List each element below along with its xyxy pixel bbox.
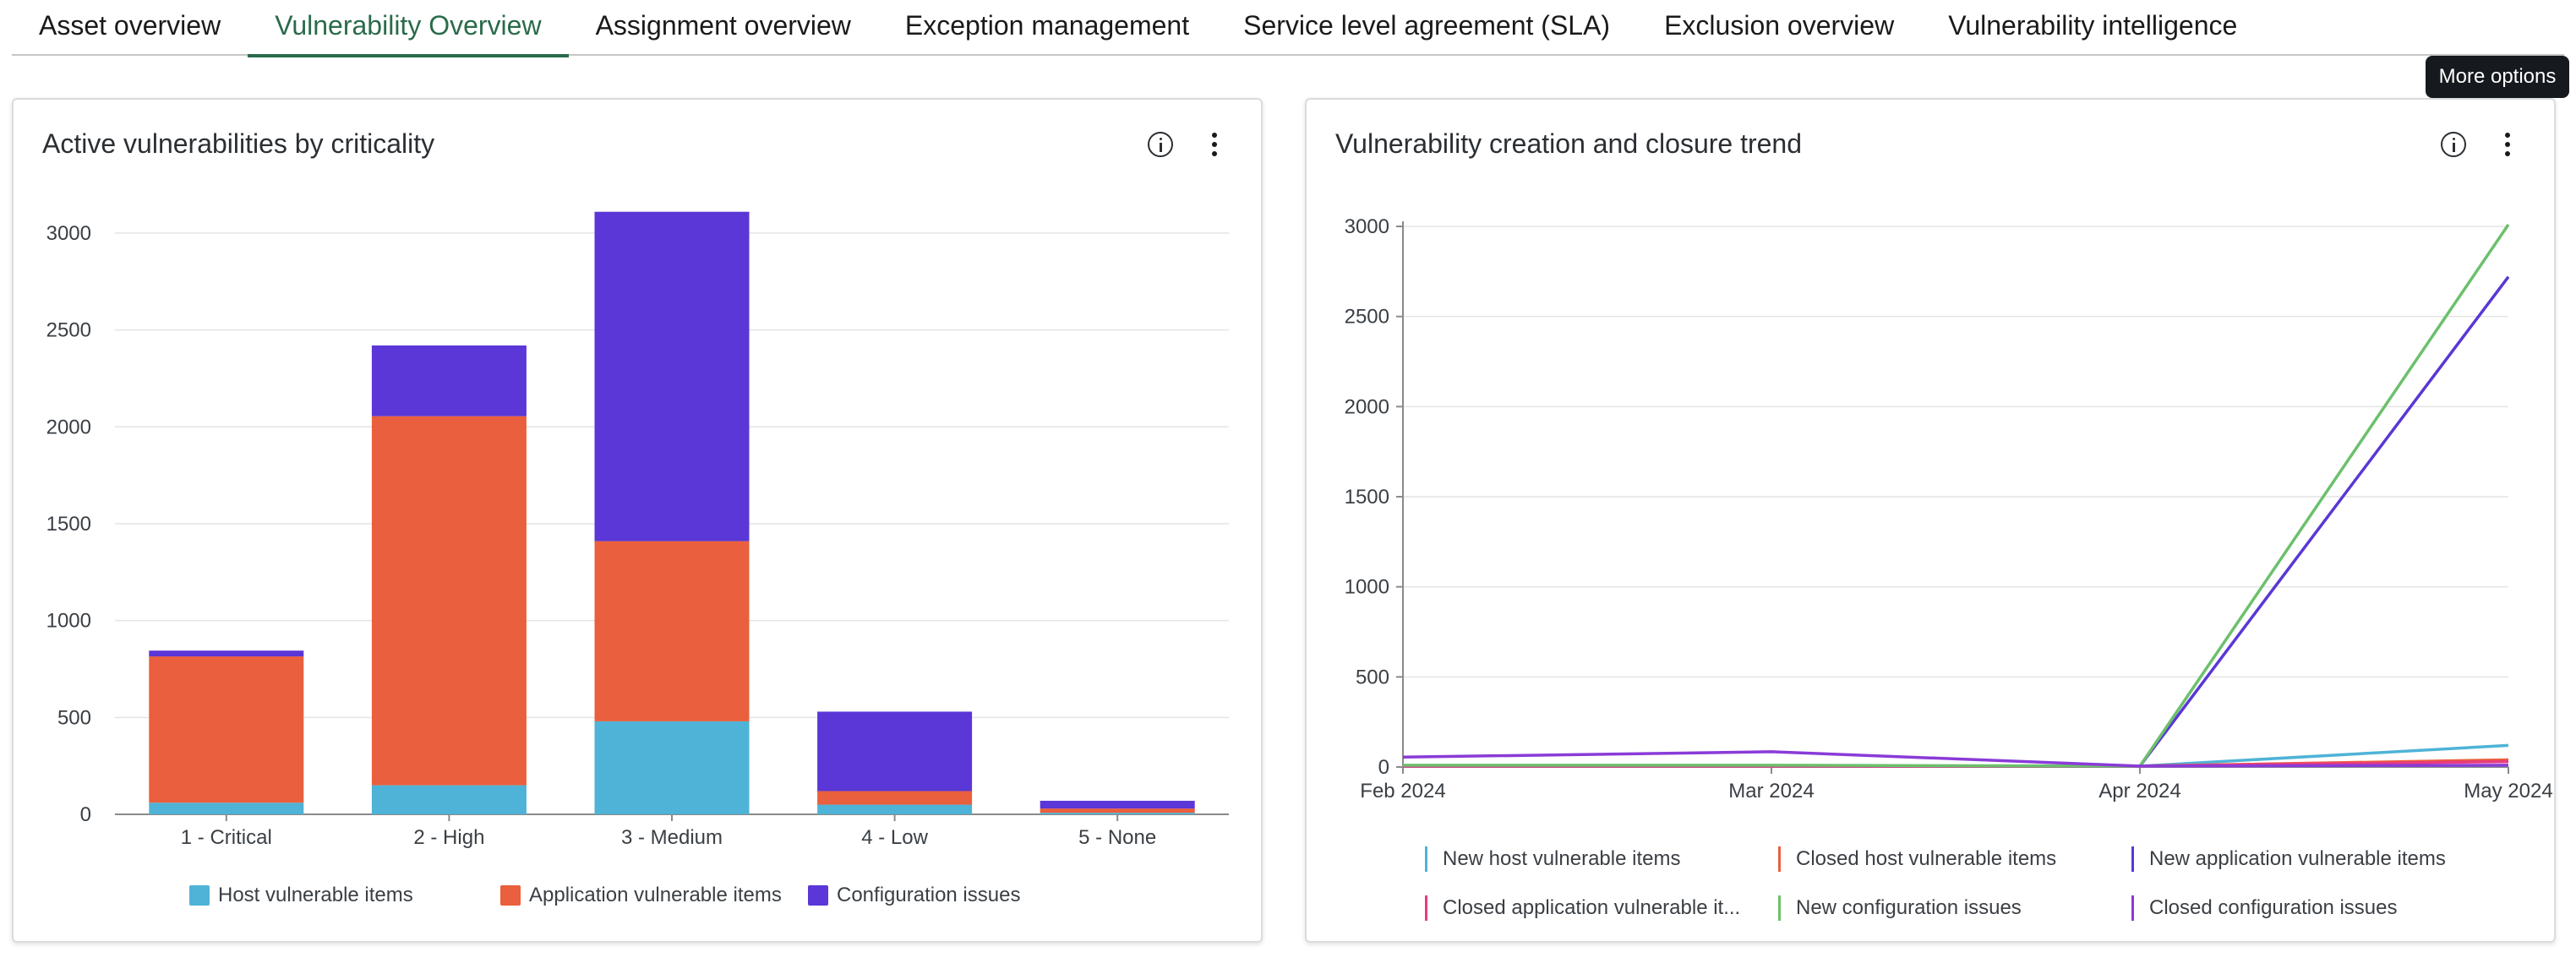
legend-item[interactable]: Host vulnerable items bbox=[189, 884, 413, 907]
legend-swatch bbox=[1425, 846, 1427, 872]
y-tick-label: 500 bbox=[1356, 666, 1389, 688]
tab-service-level-agreement[interactable]: Service level agreement (SLA) bbox=[1243, 10, 1611, 41]
trend-line-chart: 0 500 1000 1500 2000 2500 3000 Feb 2024 Mar 2024… bbox=[1345, 215, 2553, 802]
y-tick-label: 1000 bbox=[1345, 576, 1389, 599]
x-tick-label: 1 - Critical bbox=[181, 826, 272, 849]
legend-label: Host vulnerable items bbox=[218, 884, 413, 906]
legend-label: New host vulnerable items bbox=[1443, 847, 1681, 870]
series-line bbox=[1403, 275, 2510, 768]
bar-segment bbox=[149, 802, 304, 814]
series-line bbox=[1402, 750, 2509, 768]
legend-label: New application vulnerable items bbox=[2149, 847, 2446, 870]
legend-item[interactable]: Closed host vulnerable items bbox=[1778, 846, 2056, 872]
bar-segment bbox=[594, 541, 750, 721]
y-tick-label: 3000 bbox=[1345, 215, 1389, 238]
y-tick-label: 0 bbox=[80, 803, 91, 826]
legend-label: Closed application vulnerable it... bbox=[1443, 896, 1741, 919]
tab-vulnerability-overview[interactable]: Vulnerability Overview bbox=[248, 0, 569, 57]
legend-swatch bbox=[2131, 846, 2134, 872]
y-tick-label: 0 bbox=[1378, 756, 1389, 779]
y-tick-label: 3000 bbox=[46, 222, 91, 245]
card-title: Active vulnerabilities by criticality bbox=[42, 128, 435, 159]
y-tick-label: 1500 bbox=[1345, 486, 1389, 509]
info-icon[interactable] bbox=[1148, 132, 1173, 157]
bar-segment bbox=[149, 656, 304, 803]
legend-item[interactable]: Closed configuration issues bbox=[2131, 895, 2398, 921]
bar-segment bbox=[1040, 800, 1195, 809]
legend-item[interactable]: New host vulnerable items bbox=[1425, 846, 1680, 872]
y-tick-label: 2000 bbox=[1345, 395, 1389, 418]
bar-segment bbox=[817, 711, 973, 792]
legend-label: Application vulnerable items bbox=[529, 884, 782, 906]
legend-item[interactable]: New configuration issues bbox=[1778, 895, 2022, 921]
legend-item[interactable]: Closed application vulnerable it... bbox=[1425, 895, 1740, 921]
y-tick-label: 2000 bbox=[46, 416, 91, 438]
y-tick-label: 500 bbox=[57, 706, 91, 729]
y-tick-label: 1000 bbox=[46, 610, 91, 633]
y-tick-label: 2500 bbox=[1345, 306, 1389, 329]
legend-label: Closed host vulnerable items bbox=[1796, 847, 2057, 870]
tab-asset-overview[interactable]: Asset overview bbox=[39, 10, 221, 41]
card-actions bbox=[2441, 130, 2520, 159]
more-options-icon[interactable] bbox=[1202, 130, 1227, 159]
tab-exception-management[interactable]: Exception management bbox=[904, 10, 1190, 41]
series-line bbox=[1403, 223, 2510, 768]
x-tick-label: 4 - Low bbox=[861, 826, 928, 849]
tab-vulnerability-intelligence[interactable]: Vulnerability intelligence bbox=[1948, 10, 2238, 41]
x-tick-label: 2 - High bbox=[413, 826, 484, 849]
criticality-chart-card: 0 500 1000 1500 2000 2500 3000 1 - Critical 2 - … bbox=[12, 98, 1263, 943]
legend-swatch bbox=[189, 885, 210, 906]
bar-segment bbox=[371, 345, 527, 416]
x-tick-label: Feb 2024 bbox=[1360, 780, 1445, 802]
legend-label: New configuration issues bbox=[1796, 896, 2022, 919]
legend-swatch bbox=[1425, 895, 1427, 921]
x-tick-label: Apr 2024 bbox=[2098, 780, 2180, 802]
legend-swatch bbox=[2131, 895, 2134, 921]
x-tick-label: 5 - None bbox=[1078, 826, 1156, 849]
legend-item[interactable]: Configuration issues bbox=[808, 884, 1020, 907]
legend-label: Configuration issues bbox=[837, 884, 1021, 906]
y-tick-label: 1500 bbox=[46, 513, 91, 536]
y-tick-label: 2500 bbox=[46, 319, 91, 342]
bar-segment bbox=[817, 804, 973, 814]
trend-chart-card: 0 500 1000 1500 2000 2500 3000 Feb 2024 Mar 2024… bbox=[1305, 98, 2556, 943]
info-icon[interactable] bbox=[2441, 132, 2466, 157]
legend-swatch bbox=[1778, 895, 1781, 921]
bar-segment bbox=[149, 650, 304, 657]
tab-bar: Asset overview Vulnerability Overview As… bbox=[12, 0, 2564, 57]
bar-segment bbox=[371, 785, 527, 814]
bar-segment bbox=[1040, 808, 1195, 813]
bar-segment bbox=[1040, 813, 1195, 814]
more-options-tooltip: More options bbox=[2426, 56, 2569, 98]
legend-item[interactable]: Application vulnerable items bbox=[500, 884, 782, 907]
legend-item[interactable]: New application vulnerable items bbox=[2131, 846, 2446, 872]
x-tick-label: 3 - Medium bbox=[621, 826, 723, 849]
legend-label: Closed configuration issues bbox=[2149, 896, 2398, 919]
criticality-bar-chart: 0 500 1000 1500 2000 2500 3000 1 - Critical 2 - … bbox=[46, 211, 1229, 849]
card-actions bbox=[1148, 130, 1227, 159]
bar-segment bbox=[594, 211, 750, 541]
legend-swatch bbox=[1778, 846, 1781, 872]
legend-swatch bbox=[808, 885, 828, 906]
bar-segment bbox=[594, 721, 750, 814]
tab-exclusion-overview[interactable]: Exclusion overview bbox=[1664, 10, 1895, 41]
legend-swatch bbox=[500, 885, 521, 906]
more-options-icon[interactable] bbox=[2495, 130, 2520, 159]
bar-segment bbox=[817, 791, 973, 805]
x-tick-label: Mar 2024 bbox=[1728, 780, 1814, 802]
x-tick-label: May 2024 bbox=[2464, 780, 2552, 802]
tab-assignment-overview[interactable]: Assignment overview bbox=[595, 10, 851, 41]
bar-segment bbox=[371, 416, 527, 786]
card-title: Vulnerability creation and closure trend bbox=[1335, 128, 1803, 159]
